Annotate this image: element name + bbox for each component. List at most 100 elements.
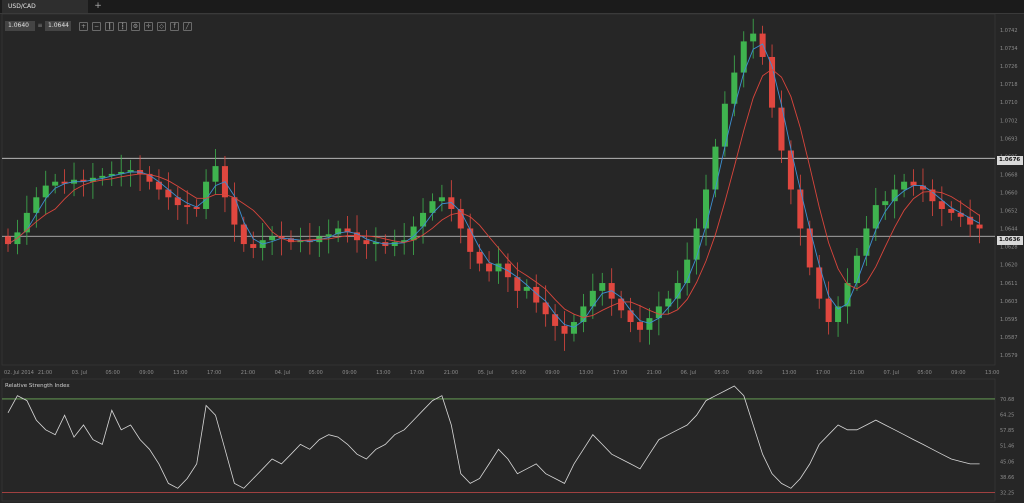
x-tick-label: 21:00: [647, 370, 661, 376]
y-tick-label: 1.0595: [1000, 317, 1018, 323]
zoom-out-icon[interactable]: −: [92, 22, 101, 31]
zoom-in-icon[interactable]: +: [79, 22, 88, 31]
x-tick-label: 09:00: [545, 370, 559, 376]
candle-body: [269, 236, 276, 241]
candle-body: [420, 212, 427, 227]
candle-body: [929, 189, 936, 202]
candle-body: [203, 181, 210, 209]
y-tick-label: 1.0693: [1000, 136, 1018, 142]
x-tick-label: 04. Jul: [275, 370, 291, 376]
x-tick-label: 17:00: [410, 370, 424, 376]
candle-body: [684, 259, 691, 284]
candle-body: [674, 283, 681, 299]
candle-body: [825, 298, 832, 323]
candle-body: [901, 181, 908, 190]
main-plot-frame: [1, 13, 996, 366]
candle-body: [325, 234, 332, 237]
rsi-y-tick-label: 64.25: [1000, 413, 1014, 419]
rsi-y-tick-label: 45.06: [1000, 459, 1014, 465]
candle-body: [967, 216, 974, 225]
draw-line-icon[interactable]: ╱: [183, 22, 192, 31]
x-tick-label: 05:00: [511, 370, 525, 376]
candle-body: [287, 238, 294, 243]
candle-body: [401, 240, 408, 243]
candle-body: [703, 189, 710, 229]
indicator-icon[interactable]: f: [170, 22, 179, 31]
y-tick-label: 1.0726: [1000, 64, 1018, 70]
candle-body: [391, 242, 398, 247]
ask-price[interactable]: 1.0644: [45, 21, 71, 31]
candle-body: [23, 212, 30, 233]
candle-body: [184, 205, 191, 208]
candle-body: [353, 232, 361, 241]
candle-body: [769, 56, 776, 108]
candle-body: [457, 208, 464, 229]
rsi-y-tick-label: 51.46: [1000, 444, 1014, 450]
x-tick-label: 09:00: [748, 370, 762, 376]
rsi-y-tick-label: 57.85: [1000, 428, 1014, 434]
y-tick-label: 1.0734: [1000, 46, 1018, 52]
y-tick-label: 1.0644: [1000, 227, 1018, 233]
candle-body: [99, 175, 106, 178]
crosshair-icon[interactable]: ✛: [144, 22, 153, 31]
level-tag-lower: 1.0636: [997, 236, 1023, 245]
candle-body: [891, 189, 898, 202]
candle-body: [514, 277, 521, 291]
y-tick-label: 1.0668: [1000, 172, 1018, 178]
rsi-plot-frame: [1, 378, 996, 502]
x-tick-label: 13:00: [985, 370, 999, 376]
settings-icon[interactable]: ⚙: [131, 22, 140, 31]
bid-price[interactable]: 1.0640: [5, 21, 35, 31]
candle-body: [646, 318, 653, 330]
y-tick-label: 1.0710: [1000, 100, 1018, 106]
candle-body: [570, 322, 577, 334]
bars-icon[interactable]: ┇: [118, 22, 127, 31]
candle-body: [882, 201, 889, 206]
tag-icon[interactable]: ◇: [157, 22, 166, 31]
x-tick-label: 13:00: [376, 370, 390, 376]
x-tick-label: 05:00: [105, 370, 119, 376]
candle-body: [4, 236, 12, 245]
candle-body: [627, 310, 634, 323]
ma-fast-line: [7, 43, 980, 328]
candle-body: [344, 228, 351, 233]
y-tick-label: 1.0611: [1000, 281, 1018, 287]
candle-body: [721, 103, 728, 147]
candle-body: [806, 228, 813, 268]
candle-body: [467, 228, 474, 252]
candle-body: [363, 240, 370, 245]
x-tick-label: 21:00: [38, 370, 52, 376]
x-tick-label: 09:00: [139, 370, 153, 376]
candle-body: [33, 197, 40, 213]
candle-body: [712, 146, 719, 190]
candle-body: [740, 41, 747, 73]
x-tick-label: 05:00: [308, 370, 322, 376]
level-tag-upper: 1.0676: [997, 156, 1023, 165]
candle-body: [844, 283, 851, 307]
add-tab-button[interactable]: +: [94, 1, 102, 11]
rsi-y-tick-label: 38.66: [1000, 475, 1014, 481]
y-tick-label: 1.0742: [1000, 28, 1018, 34]
candle-body: [240, 224, 247, 245]
candle-body: [523, 286, 530, 291]
candle-body: [410, 226, 417, 241]
x-tick-label: 05:00: [917, 370, 931, 376]
tab-usd-cad[interactable]: USD/CAD: [2, 0, 88, 13]
candle-body: [533, 286, 540, 303]
rsi-y-tick-label: 70.68: [1000, 397, 1014, 403]
x-tick-label: 17:00: [816, 370, 830, 376]
candle-body: [372, 242, 379, 245]
candle-body: [174, 197, 181, 206]
y-tick-label: 1.0587: [1000, 335, 1018, 341]
x-tick-label: 09:00: [342, 370, 356, 376]
candle-body: [542, 302, 549, 315]
y-tick-label: 1.0652: [1000, 209, 1018, 215]
candle-body: [495, 263, 502, 272]
x-tick-label: 06. Jul: [681, 370, 697, 376]
candles-icon[interactable]: ┃: [105, 22, 114, 31]
y-tick-label: 1.0579: [1000, 353, 1018, 359]
y-tick-label: 1.0603: [1000, 299, 1018, 305]
candle-body: [636, 322, 644, 330]
y-tick-label: 1.0718: [1000, 82, 1018, 88]
